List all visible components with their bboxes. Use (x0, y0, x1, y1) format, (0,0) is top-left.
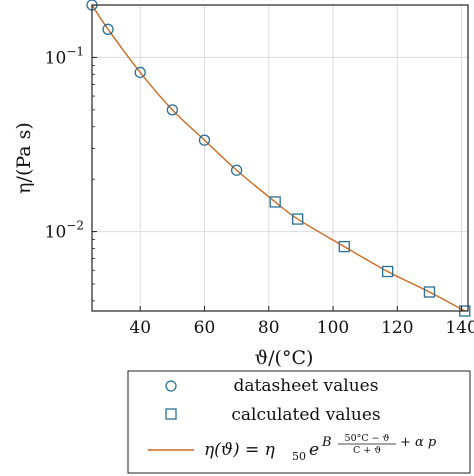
legend-label-datasheet: datasheet values (234, 376, 379, 396)
legend-formula: η(ϑ) = η 50 e B 50°C − ϑ C + ϑ + α p (204, 433, 437, 463)
data-markers (86, 0, 471, 317)
datasheet-point (166, 104, 178, 116)
x-tick-label: 80 (258, 318, 280, 338)
formula-B: B (321, 435, 332, 450)
formula-tail: + α p (400, 435, 437, 450)
datasheet-point (230, 164, 243, 176)
datasheet-point (102, 23, 114, 35)
x-tick-label: 100 (317, 318, 349, 338)
legend-box (127, 370, 471, 474)
y-axis-label: η/(Pa s) (13, 122, 35, 194)
x-tick-label: 120 (381, 318, 413, 338)
datasheet-point (198, 134, 211, 146)
calculated-point (292, 213, 304, 225)
calculated-point (423, 286, 436, 298)
legend-circle-marker (165, 380, 177, 392)
calculated-point (382, 265, 394, 278)
x-axis-label: ϑ/(°C) (255, 347, 314, 369)
legend-square-marker (165, 408, 177, 420)
x-tick-label: 40 (129, 318, 151, 338)
y-tick-label: 10−2 (45, 219, 84, 243)
grid-lines (92, 5, 468, 311)
formula-eta-sub: 50 (292, 450, 306, 463)
axis-ticks: 40 60 80 100 120 140 10−1 10−2 (45, 44, 474, 338)
formula-e: e (309, 440, 319, 460)
formula-den: C + ϑ (353, 445, 381, 456)
calculated-point (269, 196, 281, 208)
formula-num: 50°C − ϑ (345, 433, 390, 444)
y-tick-label: 10−1 (45, 44, 84, 68)
legend: datasheet values calculated values η(ϑ) … (127, 370, 471, 474)
calculated-point (338, 240, 350, 253)
legend-label-calculated: calculated values (231, 405, 380, 425)
plot-frame (91, 4, 469, 312)
x-tick-label: 60 (194, 318, 216, 338)
datasheet-point (134, 66, 146, 79)
x-tick-label: 140 (445, 318, 474, 338)
fit-curve (91, 4, 466, 312)
formula-lhs: η(ϑ) = η (204, 440, 276, 460)
